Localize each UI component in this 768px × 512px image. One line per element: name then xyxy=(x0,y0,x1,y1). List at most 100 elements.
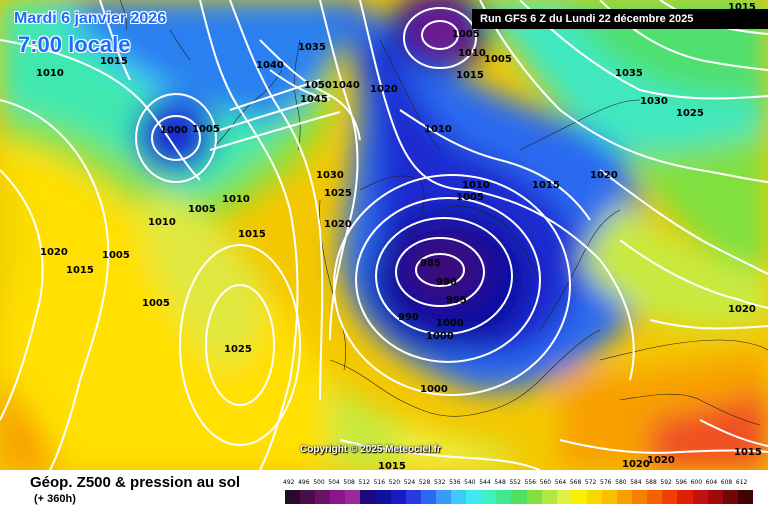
scale-swatch xyxy=(285,490,301,504)
isobar-label: 1015 xyxy=(456,70,484,81)
scale-swatch xyxy=(511,490,527,504)
isobar-label: 1010 xyxy=(424,124,452,135)
scale-swatch xyxy=(617,490,633,504)
scale-tick-label: 496 xyxy=(298,479,310,486)
isobar-label: 1020 xyxy=(370,84,398,95)
isobar-label: 1035 xyxy=(298,42,326,53)
scale-swatch xyxy=(496,490,512,504)
forecast-date: Mardi 6 janvier 2026 xyxy=(14,10,167,27)
scale-tick-label: 552 xyxy=(509,479,521,486)
model-run-banner: Run GFS 6 Z du Lundi 22 décembre 2025 xyxy=(472,9,768,29)
isobar-label: 1040 xyxy=(256,60,284,71)
isobar-label: 1015 xyxy=(100,56,128,67)
scale-tick-label: 524 xyxy=(403,479,416,486)
scale-tick-label: 564 xyxy=(554,479,567,486)
scale-swatch xyxy=(541,490,557,504)
scale-swatch xyxy=(405,490,421,504)
scale-tick-label: 492 xyxy=(283,479,295,486)
scale-swatch xyxy=(345,490,361,504)
isobar-label: 1000 xyxy=(420,384,448,395)
isobar-label: 1030 xyxy=(316,170,344,181)
isobar-label: 1015 xyxy=(734,447,762,458)
scale-tick-label: 528 xyxy=(418,479,431,486)
isobar-label: 1010 xyxy=(462,180,490,191)
isobar-label: 1005 xyxy=(188,204,216,215)
isobars xyxy=(0,0,768,470)
scale-tick-label: 504 xyxy=(328,479,340,486)
scale-swatch xyxy=(677,490,693,504)
isobar-label: 990 xyxy=(398,312,419,323)
isobar-label: 985 xyxy=(420,258,441,269)
scale-swatch xyxy=(632,490,648,504)
isobar-label: 1020 xyxy=(647,455,675,466)
forecast-time: 7:00 locale xyxy=(18,32,131,57)
scale-tick-label: 576 xyxy=(600,479,612,486)
scale-tick-label: 612 xyxy=(735,479,748,486)
isobar-label: 1010 xyxy=(222,194,250,205)
scale-tick-label: 536 xyxy=(449,479,461,486)
isobar-label: 1000 xyxy=(160,125,188,136)
forecast-range: (+ 360h) xyxy=(34,493,76,505)
scale-tick-label: 540 xyxy=(464,479,476,486)
scale-tick-label: 592 xyxy=(660,479,672,486)
scale-swatch xyxy=(526,490,542,504)
scale-tick-label: 600 xyxy=(690,479,703,486)
scale-swatch xyxy=(481,490,497,504)
z500-field xyxy=(0,0,768,470)
isobar-label: 1005 xyxy=(142,298,170,309)
isobar-label: 1025 xyxy=(224,344,252,355)
scale-swatch xyxy=(360,490,376,504)
copyright-notice: Copyright © 2025 Meteociel.fr xyxy=(300,444,441,455)
isobar-label: 1045 xyxy=(300,94,328,105)
map-title: Géop. Z500 & pression au sol xyxy=(30,474,241,491)
scale-tick-label: 608 xyxy=(720,479,733,486)
legend-footer: Géop. Z500 & pression au sol (+ 360h) 49… xyxy=(0,470,768,512)
isobar-label: 1020 xyxy=(622,459,650,470)
isobar-label: 1005 xyxy=(192,124,220,135)
scale-tick-label: 516 xyxy=(373,479,386,486)
scale-swatch xyxy=(586,490,602,504)
isobar-label: 1005 xyxy=(102,250,130,261)
scale-tick-label: 596 xyxy=(675,479,687,486)
isobar-label: 1010 xyxy=(148,217,176,228)
scale-tick-label: 556 xyxy=(524,479,536,486)
isobar-label: 1025 xyxy=(676,108,704,119)
scale-swatch xyxy=(315,490,331,504)
isobar-label: 995 xyxy=(446,295,467,306)
scale-swatch xyxy=(707,490,723,504)
isobar-label: 1025 xyxy=(324,188,352,199)
scale-swatch xyxy=(375,490,391,504)
scale-swatch xyxy=(390,490,406,504)
isobar-label: 1005 xyxy=(456,192,484,203)
scale-tick-label: 512 xyxy=(358,479,370,486)
scale-tick-label: 588 xyxy=(645,479,657,486)
scale-tick-label: 548 xyxy=(494,479,506,486)
scale-tick-label: 584 xyxy=(630,479,642,486)
scale-swatch xyxy=(420,490,436,504)
isobar-label: 1020 xyxy=(40,247,68,258)
color-scale xyxy=(285,490,753,504)
isobar-label: 1015 xyxy=(238,229,266,240)
scale-swatch xyxy=(737,490,753,504)
isobar-label: 990 xyxy=(436,277,457,288)
scale-swatch xyxy=(662,490,678,504)
scale-swatch xyxy=(466,490,482,504)
isobar-label: 1015 xyxy=(728,2,756,13)
isobar-label: 1010 xyxy=(458,48,486,59)
color-scale-ticks: 492 496 500 504 508 512 516 520 524 528 532 536 540 5… xyxy=(283,479,750,489)
isobar-label: 1020 xyxy=(324,219,352,230)
isobar-label: 1015 xyxy=(66,265,94,276)
isobar-label: 1020 xyxy=(590,170,618,181)
isobar-label: 1015 xyxy=(378,461,406,470)
isobar-label: 1005 xyxy=(484,54,512,65)
scale-swatch xyxy=(571,490,587,504)
scale-swatch xyxy=(451,490,467,504)
isobar-label: 1015 xyxy=(532,180,560,191)
scale-swatch xyxy=(300,490,316,504)
scale-swatch xyxy=(556,490,572,504)
scale-tick-label: 500 xyxy=(313,479,325,486)
scale-tick-label: 508 xyxy=(343,479,355,486)
